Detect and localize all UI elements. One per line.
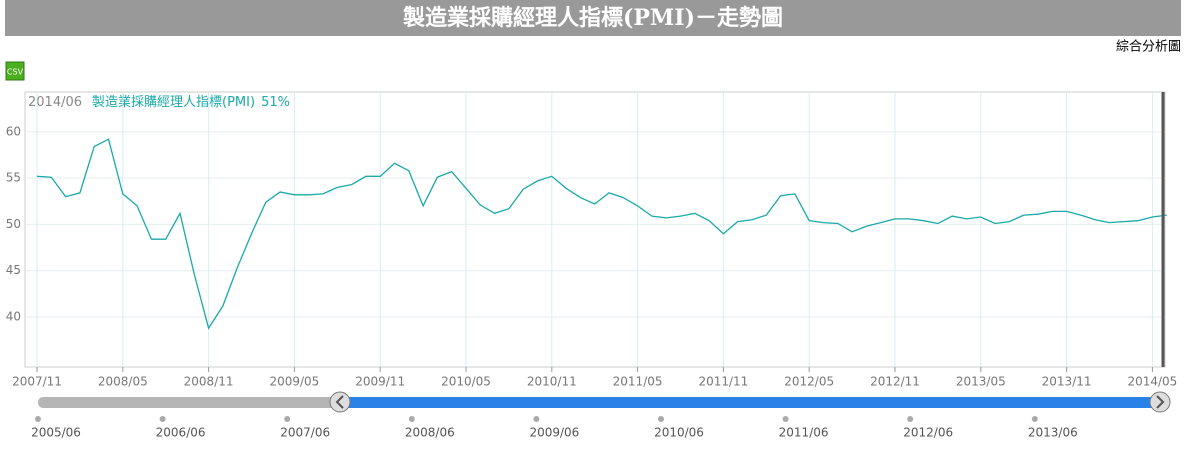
navigator-dot [1031,416,1038,422]
navigator-label: 2009/06 [529,426,579,440]
navigator-dot [284,416,291,422]
x-tick-label: 2010/05 [441,375,491,389]
navigator-label: 2006/06 [156,426,206,440]
x-tick-label: 2012/05 [784,375,834,389]
navigator-label: 2005/06 [31,426,81,440]
x-tick-label: 2009/11 [355,375,405,389]
x-tick-label: 2008/11 [184,375,234,389]
tooltip: 2014/06 製造業採購經理人指標(PMI) 51% [28,94,290,110]
x-tick-label: 2010/11 [527,375,577,389]
navigator-label: 2008/06 [405,426,455,440]
navigator-label: 2010/06 [654,426,704,440]
y-tick-label: 55 [6,171,21,185]
x-tick-label: 2013/05 [956,375,1006,389]
navigator-dot [159,416,166,422]
grid [25,92,1165,367]
navigator-label: 2011/06 [779,426,829,440]
navigator-dot [533,416,540,422]
x-tick-label: 2007/11 [12,375,62,389]
x-tick-label: 2009/05 [269,375,319,389]
tooltip-series: 製造業採購經理人指標(PMI) [92,94,255,110]
handle-arrow [1156,395,1165,409]
navigator-label: 2007/06 [280,426,330,440]
navigator-dot [782,416,789,422]
plot-frame [24,91,1166,368]
csv-button[interactable] [5,61,25,81]
page-title: 製造業採購經理人指標(PMI)－走勢圖 [402,5,783,31]
navigator-label: 2012/06 [903,426,953,440]
navigator-dot [907,416,914,422]
csv-label: CSV [7,68,24,77]
x-tick-label: 2011/05 [613,375,663,389]
navigator-range[interactable] [340,397,1160,408]
analysis-link[interactable]: 綜合分析圖 [1116,40,1181,55]
handle-arrow [335,395,344,409]
tooltip-date: 2014/06 [28,95,82,110]
title-bar [5,0,1181,36]
y-tick-label: 60 [6,124,21,138]
x-tick-label: 2011/11 [698,375,748,389]
navigator-dot [408,416,415,422]
navigator-handle[interactable] [329,391,351,413]
y-tick-label: 45 [6,263,21,277]
x-tick-label: 2008/05 [98,375,148,389]
navigator-label: 2013/06 [1028,426,1078,440]
y-tick-label: 50 [6,217,21,231]
navigator-dot [658,416,664,422]
x-tick-label: 2014/05 [1127,375,1177,389]
x-tick-label: 2013/11 [1042,375,1092,389]
y-tick-label: 40 [6,310,21,324]
navigator-handle[interactable] [1149,391,1171,413]
line [36,138,1167,330]
navigator-dot [35,416,41,422]
tooltip-value: 51% [261,95,290,110]
x-tick-label: 2012/11 [870,375,920,389]
